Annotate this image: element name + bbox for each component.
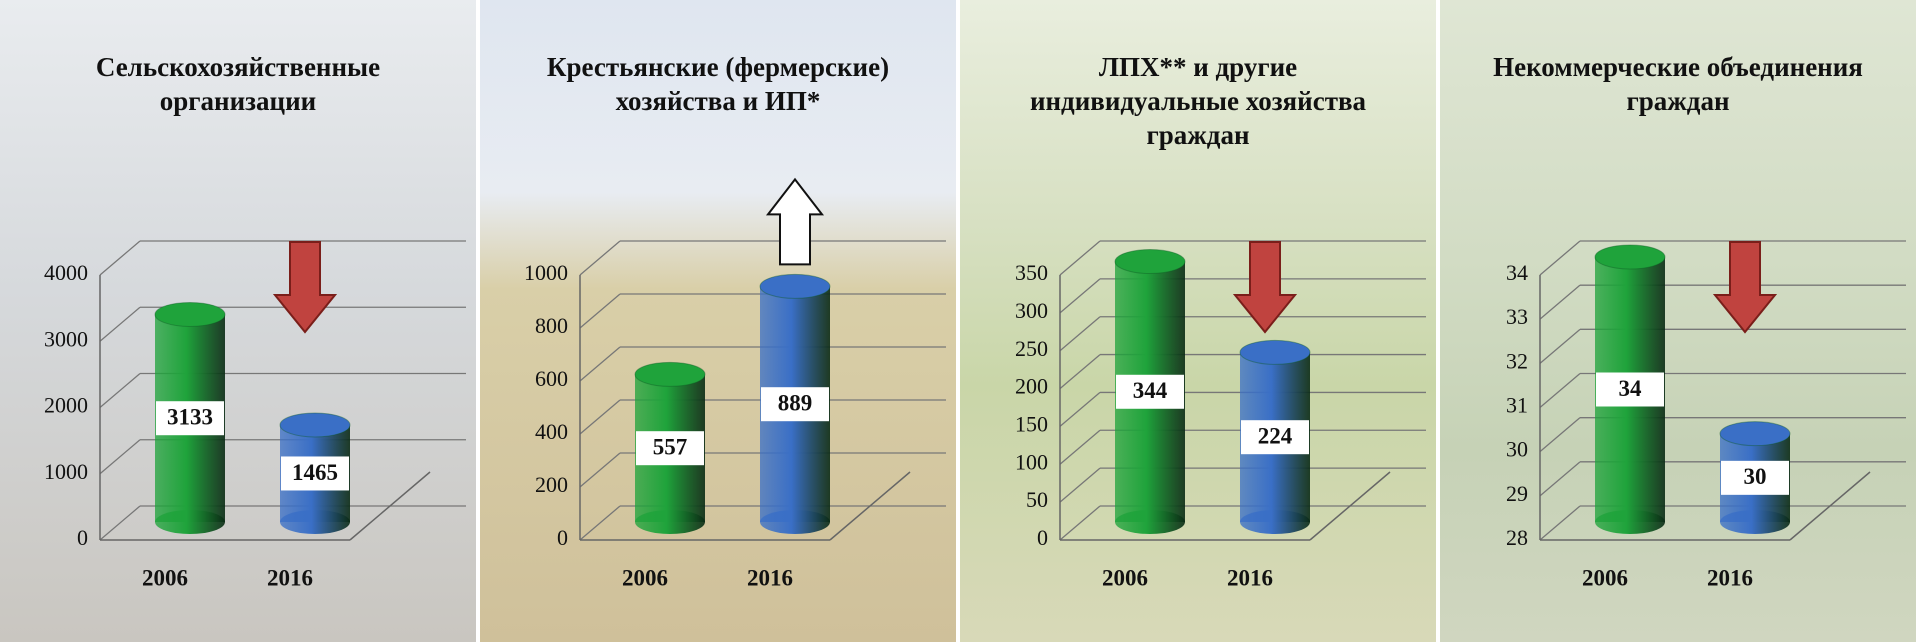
bar-top: [635, 362, 705, 386]
bar-base: [280, 510, 350, 534]
y-tick-label: 50: [1026, 487, 1048, 512]
x-tick-label: 2016: [267, 565, 313, 590]
chart: 0 200 400 600 800 1000 557 2006 889 2016: [480, 0, 956, 642]
value-label: 3133: [167, 405, 213, 430]
y-tick-label: 150: [1015, 411, 1048, 436]
grid-line: [1060, 279, 1100, 313]
grid-line: [1060, 468, 1100, 502]
y-tick-label: 0: [77, 525, 88, 550]
y-tick-label: 800: [535, 313, 568, 338]
y-tick-label: 0: [557, 525, 568, 550]
trend-arrow: [275, 242, 335, 332]
x-tick-label: 2016: [1227, 565, 1273, 590]
grid-line: [1060, 355, 1100, 389]
grid-line: [1060, 430, 1100, 464]
y-tick-label: 33: [1506, 304, 1528, 329]
grid-line: [1060, 317, 1100, 351]
x-tick-label: 2006: [622, 565, 668, 590]
y-tick-label: 600: [535, 366, 568, 391]
x-tick-label: 2016: [747, 565, 793, 590]
bar-top: [760, 274, 830, 298]
y-tick-label: 2000: [44, 393, 88, 418]
y-tick-label: 34: [1506, 260, 1528, 285]
y-tick-label: 30: [1506, 437, 1528, 462]
value-label: 344: [1133, 378, 1168, 403]
x-tick-label: 2006: [142, 565, 188, 590]
grid-line: [100, 374, 140, 408]
y-tick-label: 3000: [44, 326, 88, 351]
grid-line: [1540, 418, 1580, 452]
value-label: 34: [1619, 376, 1643, 401]
bar-base: [1720, 510, 1790, 534]
grid-line: [1540, 506, 1580, 540]
bar-base: [155, 510, 225, 534]
y-tick-label: 250: [1015, 336, 1048, 361]
y-tick-label: 400: [535, 419, 568, 444]
bar-base: [1595, 510, 1665, 534]
grid-line: [1540, 374, 1580, 408]
grid-line: [580, 506, 620, 540]
value-label: 889: [778, 390, 813, 415]
y-tick-label: 200: [1015, 374, 1048, 399]
grid-line: [1060, 506, 1100, 540]
bar-base: [1115, 510, 1185, 534]
y-tick-label: 4000: [44, 260, 88, 285]
grid-line: [1540, 241, 1580, 275]
trend-arrow: [1235, 242, 1295, 332]
x-tick-label: 2016: [1707, 565, 1753, 590]
value-label: 224: [1258, 423, 1293, 448]
chart: 0 1000 2000 3000 4000 3133 2006 1465 2016: [0, 0, 476, 642]
grid-line: [100, 307, 140, 341]
grid-line: [580, 347, 620, 381]
grid-line: [100, 241, 140, 275]
y-tick-label: 350: [1015, 260, 1048, 285]
bar-top: [1720, 422, 1790, 446]
grid-line: [580, 400, 620, 434]
chart: 28 29 30 31 32 33 34 34 2006 30 2016: [1440, 0, 1916, 642]
bar-top: [1240, 340, 1310, 364]
trend-arrow: [768, 179, 822, 264]
grid-line: [100, 440, 140, 474]
bar-top: [1595, 245, 1665, 269]
bar-top: [1115, 250, 1185, 274]
y-tick-label: 1000: [44, 459, 88, 484]
grid-line: [100, 506, 140, 540]
charts: Сельскохозяйственные организации01000200…: [0, 0, 1917, 642]
y-tick-label: 300: [1015, 298, 1048, 323]
grid-line: [580, 294, 620, 328]
y-tick-label: 0: [1037, 525, 1048, 550]
x-tick-label: 2006: [1582, 565, 1628, 590]
chart-panel: ЛПХ** и другие индивидуальные хозяйства …: [960, 0, 1436, 642]
y-tick-label: 28: [1506, 525, 1528, 550]
bar-top: [155, 302, 225, 326]
y-tick-label: 29: [1506, 481, 1528, 506]
grid-line: [580, 241, 620, 275]
trend-arrow: [1715, 242, 1775, 332]
grid-line: [1540, 329, 1580, 363]
y-tick-label: 31: [1506, 393, 1528, 418]
y-tick-label: 200: [535, 472, 568, 497]
bar-base: [1240, 510, 1310, 534]
grid-line: [1060, 241, 1100, 275]
bar-base: [760, 510, 830, 534]
y-tick-label: 1000: [524, 260, 568, 285]
y-tick-label: 32: [1506, 348, 1528, 373]
grid-line: [1060, 392, 1100, 426]
bar-top: [280, 413, 350, 437]
value-label: 557: [653, 434, 688, 459]
y-tick-label: 100: [1015, 449, 1048, 474]
chart: 0 50 100 150 200 250 300 350 344 2006 224 2016: [960, 0, 1436, 642]
grid-line: [580, 453, 620, 487]
grid-line: [1540, 462, 1580, 496]
value-label: 30: [1744, 464, 1767, 489]
chart-panel: Крестьянские (фермерские) хозяйства и ИП…: [480, 0, 956, 642]
bar-base: [635, 510, 705, 534]
value-label: 1465: [292, 460, 338, 485]
grid-line: [1540, 285, 1580, 319]
x-tick-label: 2006: [1102, 565, 1148, 590]
